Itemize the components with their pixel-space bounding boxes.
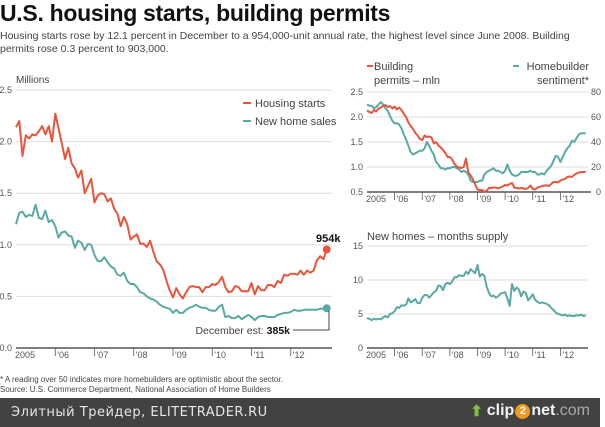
- annotation-385k: 385k: [267, 325, 291, 337]
- permits-ytick-left-label: 2.0: [350, 112, 363, 122]
- permits-xtick-label: '10: [507, 194, 519, 204]
- supply-xtick-label: '10: [507, 350, 519, 360]
- annotation-leader-line: [293, 311, 330, 331]
- main-ylabel: Millions: [16, 75, 49, 86]
- logo-clip: clip: [486, 402, 515, 419]
- clip2net-logo[interactable]: ⬆ clip 2 net .com: [470, 402, 590, 420]
- legend-label-homebuilder-line1: Homebuilder: [527, 61, 590, 73]
- permits-xticks: 2005 '06 '07 '08 '09 '10 '11 '12: [366, 192, 574, 204]
- supply-xtick-label: '09: [480, 350, 492, 360]
- permits-ytick-left-label: 2.5: [350, 87, 363, 97]
- main-xtick-label: '08: [136, 350, 148, 360]
- permits-ytick-right-label: 60: [591, 112, 601, 122]
- permits-xtick-label: '08: [452, 194, 464, 204]
- legend-label-housing-starts: Housing starts: [255, 98, 326, 110]
- permits-chart: Building permits – mln Homebuilder senti…: [350, 61, 601, 204]
- annotation-954k: 954k: [316, 233, 341, 245]
- series-line-housing-starts: [15, 112, 328, 300]
- main-yticks: 0.0 0.5 1.0 1.5 2.0 2.5: [0, 85, 12, 353]
- supply-xtick-label: 2005: [366, 350, 386, 360]
- supply-ytick-label: 10: [353, 275, 363, 285]
- permits-ytick-left-label: 1.5: [350, 137, 363, 147]
- main-ytick-label: 1.0: [0, 240, 12, 250]
- series-line-homebuilder-sentiment: [366, 101, 586, 183]
- permits-xtick-label: '09: [480, 194, 492, 204]
- permits-xtick-label: 2005: [366, 194, 386, 204]
- permits-ytick-left-label: 0.5: [350, 187, 363, 197]
- watermark-text: Элитный Трейдер, ELITETRADER.RU: [11, 405, 268, 420]
- supply-xtick-label: '11: [535, 350, 546, 360]
- permits-legend: Building permits – mln Homebuilder senti…: [367, 61, 590, 87]
- main-xtick-label: '06: [57, 350, 69, 360]
- supply-xticks: 2005 '06 '07 '08 '09 '10 '11 '12: [366, 348, 574, 360]
- supply-gridlines: [367, 245, 588, 349]
- permits-ytick-left-label: 1.0: [350, 162, 363, 172]
- logo-com: .com: [555, 402, 590, 419]
- main-chart: Millions 0.0 0.5 1.0 1.5 2.0 2.5 2005 '06 '07 '0…: [0, 75, 341, 360]
- logo-two: 2: [515, 403, 531, 419]
- logo-net: net: [531, 402, 556, 419]
- main-legend: Housing starts New home sales: [243, 98, 337, 128]
- main-xticks: 2005 '06 '07 '08 '09 '10 '11 '12: [15, 348, 304, 360]
- watermark-bar: Элитный Трейдер, ELITETRADER.RU ⬆ clip 2…: [0, 398, 600, 427]
- main-gridlines: [16, 89, 332, 349]
- main-xtick-label: '11: [254, 350, 265, 360]
- supply-ytick-label: 0: [358, 343, 363, 353]
- end-marker-housing-starts: [322, 245, 331, 254]
- main-xtick-label: '12: [293, 350, 305, 360]
- footnote: * A reading over 50 indicates more homeb…: [0, 375, 283, 395]
- permits-xtick-label: '12: [562, 194, 574, 204]
- legend-label-new-home-sales: New home sales: [255, 116, 337, 128]
- charts-canvas: Millions 0.00.51.01.52.02.5 2005'06'07'0…: [0, 61, 601, 360]
- permits-xtick-label: '07: [424, 194, 436, 204]
- permits-ytick-right-label: 40: [591, 137, 601, 147]
- legend-label-building-permits-line2: permits – mln: [374, 75, 440, 87]
- permits-yticks-left: 0.5 1.0 1.5 2.0 2.5: [350, 87, 363, 197]
- main-ytick-label: 2.0: [0, 137, 12, 147]
- main-xtick-label: '09: [175, 350, 187, 360]
- supply-xtick-label: '08: [452, 350, 464, 360]
- legend-label-building-permits-line1: Building: [374, 61, 413, 73]
- annotation-december-est: December est: 385k: [195, 325, 290, 337]
- up-arrow-icon: ⬆: [470, 403, 483, 420]
- series-line-months-supply: [366, 264, 586, 322]
- permits-xtick-label: '06: [397, 194, 409, 204]
- supply-xtick-label: '12: [562, 350, 574, 360]
- permits-gridlines: [367, 91, 591, 193]
- series-line-building-permits: [366, 104, 586, 193]
- main-xtick-label: 2005: [15, 350, 35, 360]
- supply-ytick-label: 5: [358, 309, 363, 319]
- supply-xtick-label: '06: [397, 350, 409, 360]
- permits-ytick-right-label: 80: [591, 87, 601, 97]
- main-ytick-label: 2.5: [0, 85, 12, 95]
- main-ytick-label: 1.5: [0, 188, 12, 198]
- permits-xtick-label: '11: [535, 194, 546, 204]
- page-subtitle: Housing starts rose by 12.1 percent in D…: [0, 30, 570, 55]
- main-ytick-label: 0.0: [0, 343, 12, 353]
- supply-xtick-label: '07: [424, 350, 436, 360]
- annotation-december-label: December est:: [195, 325, 266, 337]
- main-xtick-label: '10: [214, 350, 226, 360]
- end-marker-new-home-sales: [322, 304, 331, 313]
- main-ytick-label: 0.5: [0, 291, 12, 301]
- page-title: U.S. housing starts, building permits: [0, 0, 391, 26]
- permits-yticks-right: 0 20 40 60 80: [591, 87, 601, 197]
- legend-label-homebuilder-line2: sentiment*: [537, 75, 590, 87]
- permits-ytick-right-label: 0: [596, 187, 601, 197]
- footnote-source: Source: U.S. Commerce Department, Nation…: [0, 385, 271, 394]
- main-xtick-label: '07: [97, 350, 109, 360]
- supply-yticks: 0 5 10 15: [353, 241, 363, 353]
- supply-title: New homes – months supply: [367, 231, 509, 243]
- permits-ytick-right-label: 20: [591, 162, 601, 172]
- series-line-new-home-sales: [15, 203, 327, 322]
- supply-chart: New homes – months supply 0 5 10 15 2005 '06…: [353, 231, 588, 360]
- supply-ytick-label: 15: [353, 241, 363, 251]
- footnote-asterisk: * A reading over 50 indicates more homeb…: [0, 375, 283, 384]
